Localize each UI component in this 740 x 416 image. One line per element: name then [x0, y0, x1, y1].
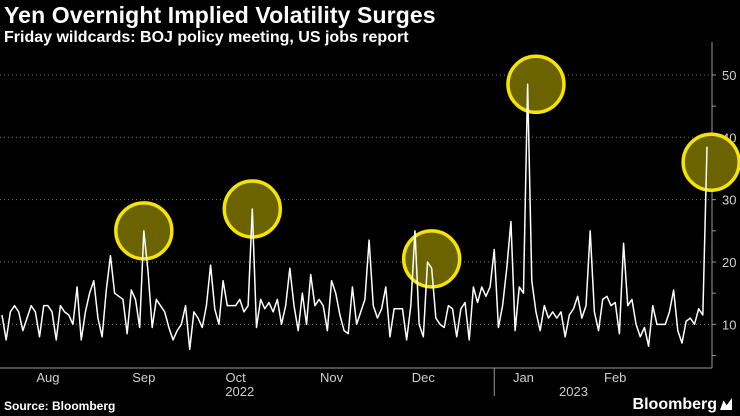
x-tick-label: Jan: [513, 370, 534, 385]
x-tick-label: Sep: [132, 370, 155, 385]
chart-title: Yen Overnight Implied Volatility Surges: [4, 2, 436, 28]
y-tick-label: 20: [722, 255, 736, 270]
highlight-circle: [681, 132, 740, 192]
x-tick-label: Feb: [604, 370, 626, 385]
y-tick-label: 50: [722, 68, 736, 83]
x-tick-label: Dec: [412, 370, 436, 385]
bloomberg-chart-icon: [720, 398, 732, 410]
brand-logo: Bloomberg: [633, 396, 732, 414]
x-tick-label: Oct: [225, 370, 246, 385]
x-tick-label: Aug: [36, 370, 59, 385]
x-tick-label: Nov: [320, 370, 344, 385]
highlight-circle: [506, 54, 566, 115]
chart-subtitle: Friday wildcards: BOJ policy meeting, US…: [4, 29, 409, 46]
y-tick-label: 30: [722, 193, 736, 208]
x-year-label: 2022: [225, 384, 254, 399]
x-year-label: 2023: [559, 384, 588, 399]
volatility-line: [1, 83, 708, 351]
brand-name: Bloomberg: [632, 396, 717, 413]
source-note: Source: Bloomberg: [4, 399, 116, 413]
highlight-circle: [401, 229, 462, 289]
y-tick-label: 10: [722, 317, 736, 332]
